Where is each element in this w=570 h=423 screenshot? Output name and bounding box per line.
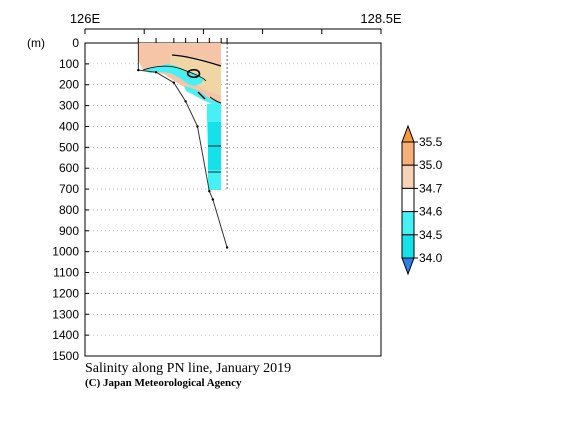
seafloor-point [208, 189, 211, 193]
y-tick-label: 600 [59, 161, 79, 175]
seafloor-point [196, 125, 199, 128]
y-tick-label: 800 [59, 203, 79, 217]
contour-346-lower [209, 96, 222, 104]
plot-area [84, 42, 382, 357]
low-salinity-patch [143, 64, 204, 86]
y-tick-label: 0 [72, 36, 79, 50]
y-axis-unit: (m) [27, 36, 45, 50]
colorbar-bottom-arrow [401, 257, 415, 276]
station-markers [137, 38, 228, 190]
x-tick-label: 126E [70, 11, 101, 26]
colorbar-band [401, 187, 415, 213]
y-tick-label: 200 [59, 78, 79, 92]
y-tick-label: 500 [59, 140, 79, 154]
contour-347 [171, 54, 222, 67]
seafloor-point [154, 71, 158, 74]
x-tick-label: 128.5E [360, 11, 402, 26]
y-tick-label: 1500 [52, 349, 79, 363]
colorbar-label: 34.5 [419, 228, 443, 242]
colorbar-label: 34.7 [419, 181, 443, 195]
plot-frame [84, 42, 382, 357]
colorbar-label: 34.0 [419, 251, 443, 265]
grid-lines [85, 63, 381, 336]
colorbar-label: 35.5 [419, 135, 443, 149]
y-tick-label: 1200 [52, 286, 79, 300]
colorbar-band [401, 211, 415, 236]
contour-closed [186, 68, 201, 79]
y-tick-label: 1100 [53, 266, 79, 280]
seafloor-point [211, 198, 215, 201]
chart-title: Salinity along PN line, January 2019 [85, 361, 291, 376]
seafloor-point [184, 100, 187, 103]
seafloor-point [225, 246, 229, 249]
chart-credit: (C) Japan Meteorological Agency [85, 377, 242, 389]
contour-346-upper [142, 65, 207, 82]
colorbar-band [401, 234, 415, 259]
y-tick-label: 1300 [52, 307, 79, 321]
y-tick-label: 900 [59, 224, 79, 238]
bottom-profile [137, 68, 229, 249]
y-tick-label: 400 [59, 119, 79, 133]
colorbar-label: 35.0 [419, 158, 443, 172]
contour-dash [197, 91, 206, 100]
seafloor-point [172, 81, 175, 84]
colorbar: 35.5 35.0 34.7 34.6 34.5 34.0 [401, 124, 443, 276]
y-tick-label: 1000 [52, 245, 79, 259]
axes: 0 100 200 300 400 500 600 700 800 900 1000 1100 1200… [52, 11, 402, 363]
colorbar-band [401, 141, 415, 166]
colorbar-band [401, 164, 415, 189]
y-tick-label: 1400 [52, 328, 79, 342]
y-tick-label: 700 [59, 182, 79, 196]
salinity-section [138, 43, 222, 190]
seafloor-line [138, 69, 228, 248]
y-tick-label: 100 [59, 57, 79, 71]
y-tick-label: 300 [59, 99, 79, 113]
colorbar-top-arrow [401, 124, 415, 143]
colorbar-label: 34.6 [419, 205, 443, 219]
